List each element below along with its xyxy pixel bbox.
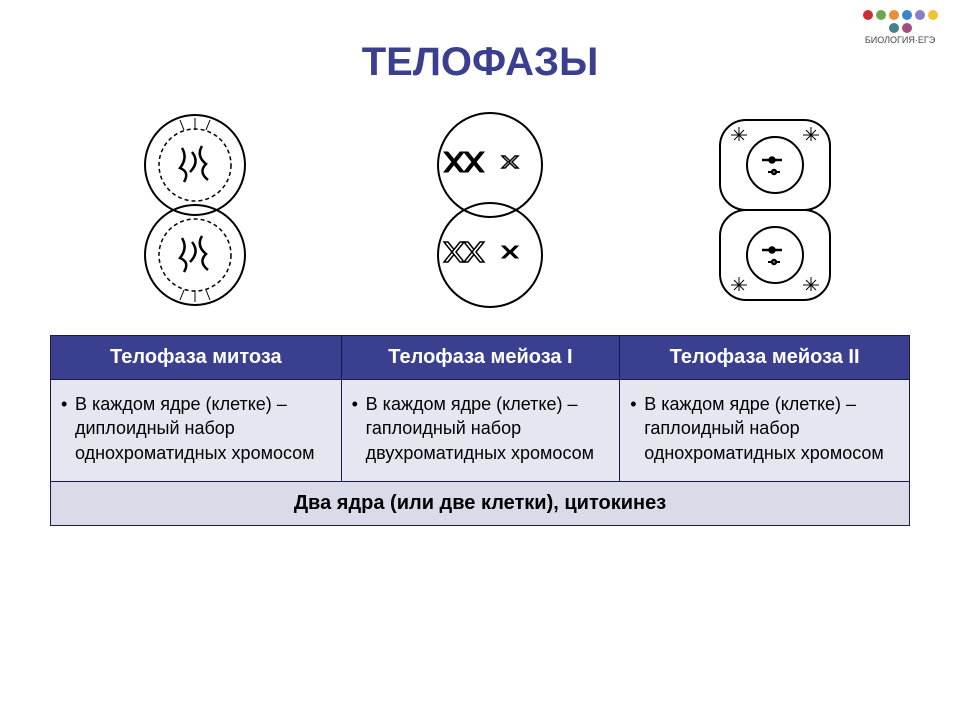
logo-label: БИОЛОГИЯ·ЕГЭ — [860, 35, 940, 45]
diagram-meiosis-2 — [700, 110, 850, 310]
diagram-mitosis — [110, 110, 280, 310]
cell-meiosis-1: В каждом ядре (клетке) – гаплоидный набо… — [341, 380, 620, 482]
logo-dots — [860, 10, 940, 33]
comparison-table: Телофаза митоза Телофаза мейоза I Телофа… — [50, 335, 910, 526]
header-meiosis-2: Телофаза мейоза II — [620, 336, 910, 380]
page-title: ТЕЛОФАЗЫ — [50, 40, 910, 85]
cell-mitosis: В каждом ядре (клетке) – диплоидный набо… — [51, 380, 342, 482]
cell-meiosis-2-text: В каждом ядре (клетке) – гаплоидный набо… — [644, 392, 893, 465]
cell-meiosis-1-text: В каждом ядре (клетке) – гаплоидный набо… — [366, 392, 604, 465]
watermark-logo: БИОЛОГИЯ·ЕГЭ — [860, 10, 940, 70]
header-meiosis-1: Телофаза мейоза I — [341, 336, 620, 380]
footer-row: Два ядра (или две клетки), цитокинез — [51, 481, 910, 525]
cell-meiosis-2: В каждом ядре (клетке) – гаплоидный набо… — [620, 380, 910, 482]
cell-mitosis-text: В каждом ядре (клетке) – диплоидный набо… — [75, 392, 325, 465]
diagram-row — [50, 110, 910, 310]
header-mitosis: Телофаза митоза — [51, 336, 342, 380]
diagram-meiosis-1 — [400, 110, 580, 310]
